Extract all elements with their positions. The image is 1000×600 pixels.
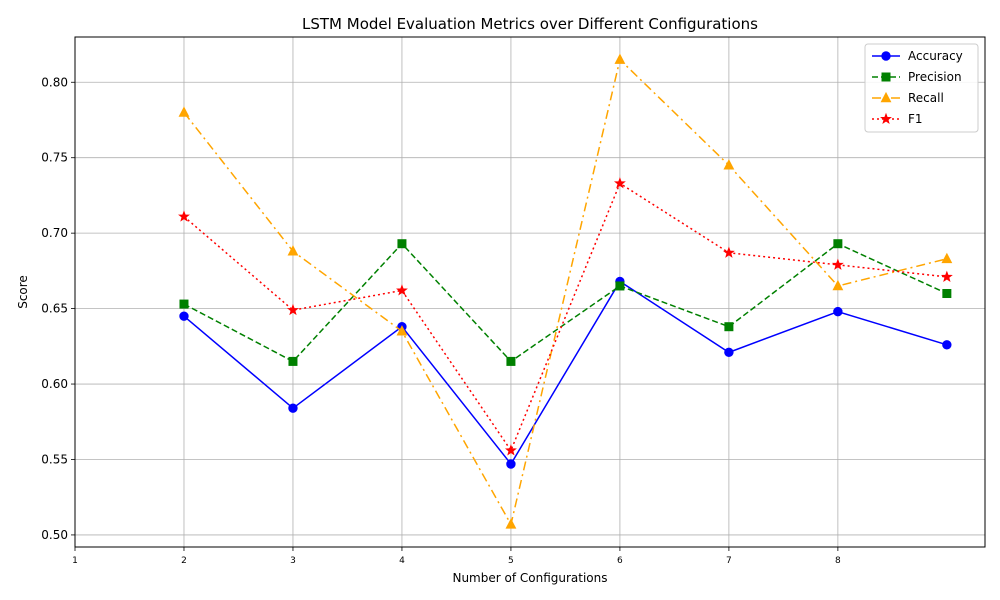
y-tick-label: 0.65 bbox=[41, 302, 68, 316]
series-f1 bbox=[178, 177, 953, 456]
grid-lines bbox=[74, 37, 985, 547]
y-tick-label: 0.60 bbox=[41, 377, 68, 391]
data-point-accuracy bbox=[833, 306, 843, 317]
legend: Accuracy Precision Recall F1 bbox=[864, 43, 979, 133]
series-line-accuracy bbox=[183, 280, 948, 466]
series-recall bbox=[178, 53, 953, 529]
data-point-precision bbox=[179, 299, 189, 309]
data-point-accuracy bbox=[724, 347, 734, 358]
data-point-recall bbox=[832, 279, 844, 291]
y-tick-label: 0.70 bbox=[41, 226, 68, 240]
series-line-recall bbox=[183, 58, 948, 527]
data-point-recall bbox=[287, 245, 299, 256]
legend-marker-accuracy bbox=[881, 51, 891, 61]
data-point-precision bbox=[506, 356, 516, 366]
x-tick-label: 4 bbox=[399, 556, 405, 566]
data-point-precision bbox=[615, 281, 625, 291]
data-point-accuracy bbox=[942, 340, 952, 350]
chart-title: LSTM Model Evaluation Metrics over Diffe… bbox=[302, 15, 758, 33]
y-tick-label: 0.50 bbox=[41, 528, 68, 542]
data-point-f1 bbox=[178, 210, 190, 222]
plot-frame bbox=[74, 36, 986, 548]
legend-label-f1: F1 bbox=[908, 112, 923, 126]
legend-frame bbox=[864, 43, 979, 133]
legend-label-precision: Precision bbox=[908, 70, 962, 84]
y-axis-label: Score bbox=[16, 275, 30, 309]
data-point-f1 bbox=[504, 444, 517, 456]
data-point-recall bbox=[723, 159, 735, 170]
data-point-recall bbox=[614, 53, 626, 64]
data-point-recall bbox=[941, 252, 953, 264]
legend-label-accuracy: Accuracy bbox=[908, 49, 963, 63]
data-point-precision bbox=[724, 322, 734, 332]
data-point-f1 bbox=[722, 246, 735, 258]
data-point-accuracy bbox=[179, 311, 189, 321]
legend-marker-f1 bbox=[880, 112, 892, 125]
y-tick-label: 0.55 bbox=[41, 452, 68, 466]
x-tick-label: 8 bbox=[835, 556, 841, 566]
x-tick-label: 1 bbox=[72, 556, 78, 566]
data-point-precision bbox=[833, 239, 843, 249]
data-point-precision bbox=[397, 239, 407, 249]
x-axis-label: Number of Configurations bbox=[452, 571, 607, 585]
data-point-f1 bbox=[831, 258, 844, 270]
series-precision bbox=[179, 239, 952, 366]
axis-ticks: 1 2 3 4 5 6 7 8 0.50 0.55 0.60 0.65 0.70 0.75 0.80 bbox=[41, 75, 841, 566]
data-point-accuracy bbox=[506, 459, 516, 469]
data-point-recall bbox=[178, 106, 190, 117]
series-line-f1 bbox=[183, 182, 947, 453]
data-point-recall bbox=[396, 325, 408, 336]
y-tick-label: 0.75 bbox=[41, 151, 68, 165]
x-tick-label: 7 bbox=[726, 556, 732, 566]
data-point-precision bbox=[942, 289, 952, 299]
data-point-f1 bbox=[287, 303, 299, 316]
legend-label-recall: Recall bbox=[908, 91, 944, 105]
x-tick-label: 5 bbox=[508, 556, 514, 566]
y-tick-label: 0.80 bbox=[41, 75, 68, 89]
series-line-precision bbox=[183, 242, 948, 363]
data-point-accuracy bbox=[288, 403, 298, 413]
data-point-f1 bbox=[396, 284, 408, 296]
data-point-precision bbox=[288, 356, 298, 366]
x-tick-label: 3 bbox=[290, 556, 296, 566]
series-accuracy bbox=[179, 276, 952, 469]
series-group bbox=[178, 53, 953, 529]
x-tick-label: 2 bbox=[181, 556, 187, 566]
legend-marker-precision bbox=[881, 72, 891, 82]
data-point-f1 bbox=[940, 270, 953, 282]
legend-marker-recall bbox=[880, 91, 892, 103]
data-point-recall bbox=[505, 518, 517, 529]
x-tick-label: 6 bbox=[617, 556, 623, 566]
data-point-f1 bbox=[613, 177, 626, 189]
